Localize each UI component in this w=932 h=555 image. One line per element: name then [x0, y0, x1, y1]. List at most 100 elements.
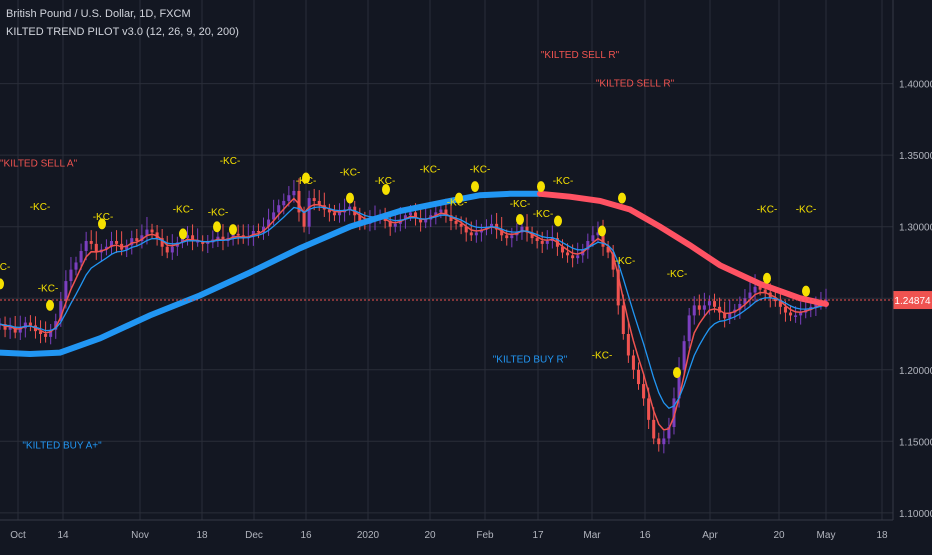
candle-body [109, 241, 114, 247]
kc-label: -KC- [38, 283, 59, 294]
candle-body [221, 236, 225, 242]
candle-body [74, 262, 78, 270]
candle-body [216, 236, 220, 240]
candle-body [469, 232, 473, 236]
candle-body [621, 305, 625, 335]
candle-body [682, 341, 686, 370]
candle-body [560, 246, 565, 253]
candle-body [657, 438, 661, 445]
long-ma-down [537, 190, 829, 307]
candle-body [191, 235, 195, 242]
symbol-legend[interactable]: British Pound / U.S. Dollar, 1D, FXCM [6, 8, 191, 20]
kc-signal-dot [802, 285, 810, 297]
candle-body [500, 229, 504, 236]
candle-body [256, 230, 260, 233]
candle-body [408, 212, 412, 216]
candle-body [64, 281, 68, 302]
candle-body [449, 215, 453, 221]
signal-annotation: "KILTED BUY A+" [22, 440, 102, 451]
candle-body [783, 306, 787, 313]
kc-label: -KC- [340, 168, 361, 179]
x-tick-label: 20 [424, 530, 436, 541]
candle-body [505, 235, 509, 239]
kc-signal-dot [455, 192, 463, 204]
kc-signal-dot [98, 218, 106, 230]
candle-body [424, 219, 428, 223]
candle-body [464, 226, 468, 233]
candle-body [707, 301, 711, 306]
candle-body [773, 298, 777, 302]
candle-body [626, 334, 630, 356]
candle-body [667, 427, 671, 439]
kc-signal-dot [516, 214, 524, 226]
candle-body [753, 286, 757, 293]
current-price-label: 1.24874 [894, 296, 931, 307]
kc-label: -KC- [0, 262, 10, 273]
x-tick-label: 16 [639, 530, 651, 541]
kc-signal-dot [763, 272, 771, 284]
candle-body [287, 195, 291, 201]
candle-body [672, 398, 676, 428]
kc-label: -KC- [173, 205, 194, 216]
kc-label: -KC- [375, 176, 396, 187]
candle-body [743, 298, 747, 304]
x-tick-label: May [817, 530, 836, 541]
candle-body [388, 220, 392, 227]
candle-body [231, 233, 235, 239]
candle-body [272, 212, 276, 220]
indicator-legend[interactable]: KILTED TREND PILOT v3.0 (12, 26, 9, 20, … [6, 26, 239, 38]
kc-label: -KC- [757, 205, 778, 216]
kc-signal-dot [346, 192, 354, 204]
candle-body [317, 200, 321, 206]
candle-body [89, 241, 93, 244]
candle-body [13, 326, 17, 333]
candle-body [728, 312, 732, 319]
candle-body [403, 215, 407, 220]
candle-body [393, 223, 397, 227]
candle-body [702, 305, 706, 310]
signal-annotation: "KILTED SELL A" [0, 159, 78, 170]
candle-body [799, 312, 803, 316]
candle-body [145, 229, 149, 236]
candle-body [312, 198, 316, 201]
candle-body [439, 209, 443, 213]
x-tick-label: Dec [245, 530, 263, 541]
current-price-tag [893, 291, 932, 310]
y-tick-label: 1.30000 [899, 223, 932, 234]
candle-body [596, 232, 600, 236]
x-tick-label: 16 [300, 530, 312, 541]
kc-label: -KC- [30, 202, 51, 213]
kc-label: -KC- [93, 212, 114, 223]
x-tick-label: Feb [476, 530, 494, 541]
candle-body [459, 223, 463, 227]
kc-signal-dot [618, 192, 626, 204]
candle-body [277, 205, 281, 213]
candle-body [794, 315, 798, 317]
candle-body [525, 226, 529, 233]
candle-body [23, 322, 27, 329]
candle-body [140, 235, 144, 242]
candle-body [758, 286, 762, 290]
candle-body [535, 238, 539, 242]
candle-body [631, 355, 635, 370]
candle-body [763, 289, 767, 293]
kc-label: -KC- [667, 269, 688, 280]
candle-body [576, 255, 580, 259]
candle-body [642, 384, 646, 399]
kc-signal-dot [302, 172, 310, 184]
kc-signal-dot [598, 225, 606, 237]
kc-signal-dot [0, 278, 4, 290]
candle-body [647, 398, 651, 420]
candle-body [160, 238, 164, 247]
signal-annotation: "KILTED BUY R" [493, 355, 568, 366]
candle-body [8, 326, 12, 330]
kc-signal-dot [46, 299, 54, 311]
x-tick-label: 17 [532, 530, 544, 541]
candle-body [135, 238, 139, 242]
candle-body [115, 241, 119, 244]
candle-body [662, 438, 666, 445]
candle-body [490, 223, 494, 227]
candle-body [789, 312, 793, 316]
